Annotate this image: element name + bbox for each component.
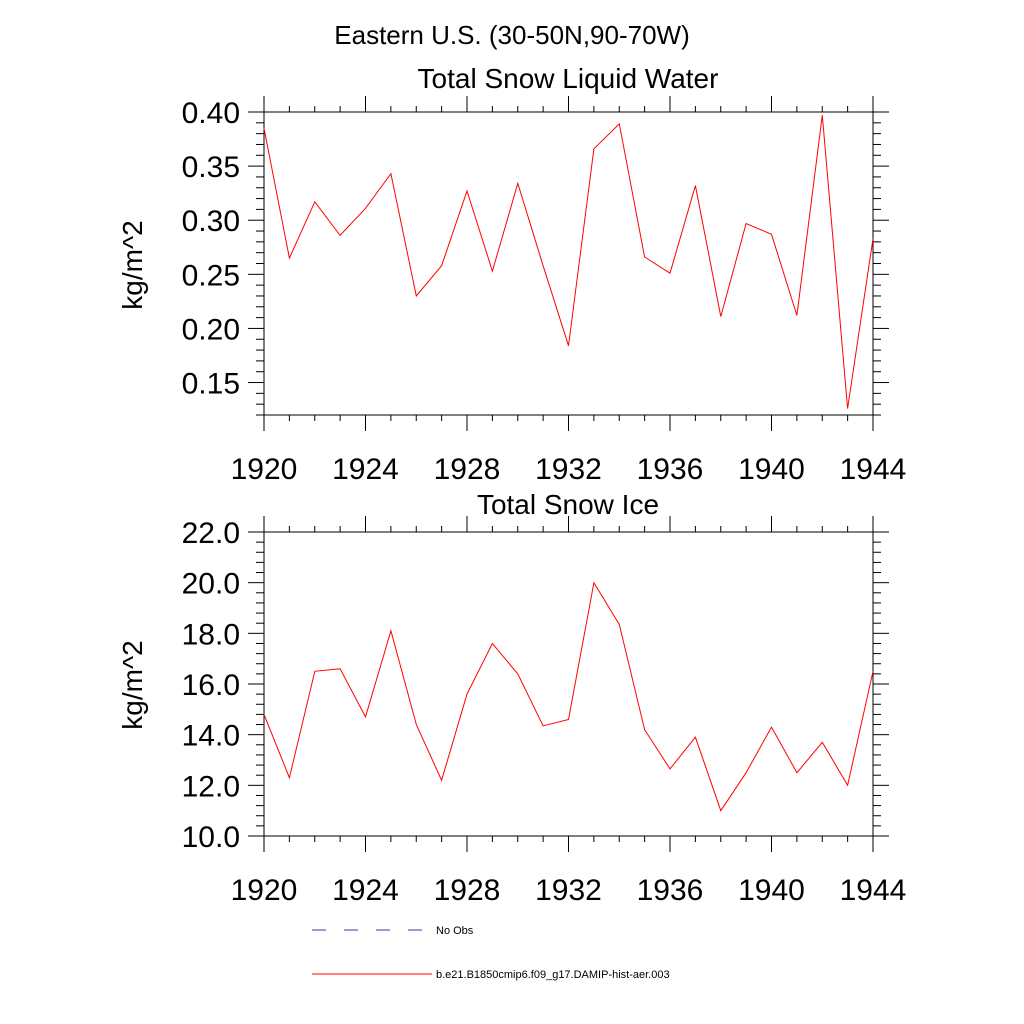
legend: No Obs b.e21.B1850cmip6.f09_g17.DAMIP-hi…	[312, 925, 670, 981]
y-tick-label: 16.0	[182, 669, 240, 702]
y-axis-label: kg/m^2	[117, 640, 148, 729]
y-tick-label: 0.30	[182, 205, 240, 238]
x-tick-label: 1924	[332, 453, 399, 486]
plot-frame	[263, 111, 874, 416]
x-tick-label: 1944	[840, 453, 907, 486]
x-tick-label: 1932	[535, 453, 602, 486]
x-tick-label: 1920	[231, 453, 298, 486]
y-tick-label: 0.35	[182, 151, 240, 184]
y-tick-label: 12.0	[182, 770, 240, 803]
legend-label-no-obs: No Obs	[436, 925, 474, 937]
legend-label-model: b.e21.B1850cmip6.f09_g17.DAMIP-hist-aer.…	[436, 969, 670, 981]
x-tick-label: 1940	[738, 874, 805, 907]
y-tick-label: 0.20	[182, 313, 240, 346]
panel-snow-liquid-water: Total Snow Liquid Water kg/m^2 1920 1924 1…	[117, 63, 906, 486]
y-tick-label: 0.15	[182, 368, 240, 401]
x-tick-label: 1944	[840, 874, 907, 907]
y-tick-label: 14.0	[182, 720, 240, 753]
y-tick-label: 20.0	[182, 568, 240, 601]
y-tick-label: 0.40	[182, 97, 240, 130]
plot-frame	[263, 531, 874, 837]
series-line	[263, 581, 874, 812]
x-tick-label: 1928	[434, 874, 501, 907]
y-tick-label: 22.0	[182, 517, 240, 550]
y-tick-label: 18.0	[182, 618, 240, 651]
series-line	[263, 115, 874, 409]
y-axis-label: kg/m^2	[117, 220, 148, 309]
panel-title: Total Snow Ice	[477, 489, 659, 520]
x-tick-label: 1920	[231, 874, 298, 907]
x-tick-label: 1936	[637, 453, 704, 486]
page-title: Eastern U.S. (30-50N,90-70W)	[334, 20, 689, 50]
x-tick-label: 1940	[738, 453, 805, 486]
panel-title: Total Snow Liquid Water	[418, 63, 719, 94]
y-tick-label: 10.0	[182, 821, 240, 854]
y-tick-label: 0.25	[182, 259, 240, 292]
x-tick-label: 1928	[434, 453, 501, 486]
x-tick-label: 1924	[332, 874, 399, 907]
x-tick-label: 1932	[535, 874, 602, 907]
panel-snow-ice: Total Snow Ice kg/m^2 1920 1924 1928 1932 19…	[117, 489, 906, 907]
x-tick-label: 1936	[637, 874, 704, 907]
